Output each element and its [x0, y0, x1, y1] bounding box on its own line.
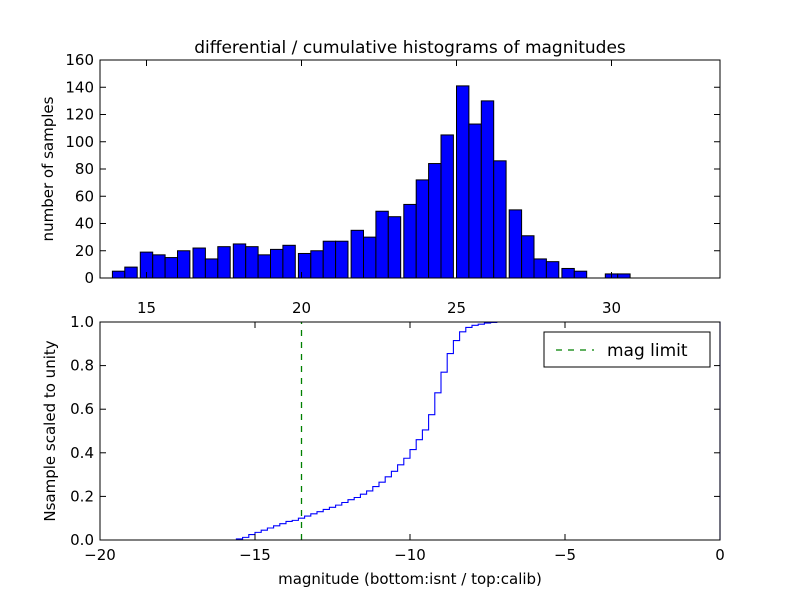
- histogram-bar: [192, 247, 206, 279]
- histogram-bar: [164, 257, 179, 279]
- histogram-bar: [177, 250, 191, 279]
- histogram-bar: [152, 254, 166, 279]
- top-y-tick-label: 40: [75, 215, 94, 233]
- top-y-tick-label: 80: [75, 160, 94, 178]
- histogram-bar: [310, 250, 324, 279]
- top-x-ticks: 15 20 25 30: [137, 60, 621, 317]
- histogram-bar: [533, 258, 547, 279]
- histogram-bar: [468, 123, 482, 279]
- histogram-bar: [415, 179, 430, 279]
- bottom-x-axis-label: magnitude (bottom:isnt / top:calib): [278, 570, 542, 588]
- legend: mag limit: [543, 331, 711, 368]
- top-x-tick-label: 25: [447, 299, 466, 317]
- histogram-bar: [561, 267, 575, 279]
- bottom-x-tick-label: −5: [554, 546, 576, 564]
- top-y-ticks: 0 20 40 60 80 100 120 140 160: [65, 51, 720, 287]
- bottom-y-tick-label: 0.0: [70, 531, 94, 549]
- bottom-x-tick-label: −20: [84, 546, 116, 564]
- top-y-tick-label: 20: [75, 242, 94, 260]
- top-y-tick-label: 0: [84, 269, 94, 287]
- bottom-x-tick-label: −15: [239, 546, 271, 564]
- histogram-bar: [297, 252, 312, 279]
- histogram-bar: [573, 270, 588, 279]
- histogram-bar: [493, 160, 507, 279]
- legend-label-mag-limit: mag limit: [607, 341, 688, 361]
- histogram-bar: [111, 270, 126, 279]
- bottom-y-axis-label: Nsample scaled to unity: [41, 340, 59, 521]
- top-y-tick-label: 120: [65, 106, 94, 124]
- histogram-bar: [322, 240, 337, 279]
- bottom-y-tick-label: 0.8: [70, 357, 94, 375]
- top-y-tick-label: 160: [65, 51, 94, 69]
- histogram-bar: [350, 229, 365, 279]
- histogram-bar: [387, 216, 402, 279]
- histogram-bar: [124, 266, 138, 279]
- bottom-y-tick-label: 0.4: [70, 444, 94, 462]
- histogram-bar: [282, 244, 296, 279]
- histogram-bar: [480, 100, 495, 279]
- histogram-bar: [232, 243, 247, 279]
- histogram-bar: [257, 254, 272, 279]
- top-y-tick-label: 140: [65, 78, 94, 96]
- histogram-bar: [403, 203, 417, 279]
- histogram-bar: [245, 246, 259, 279]
- histogram-bar: [204, 258, 219, 279]
- top-y-tick-label: 100: [65, 133, 94, 151]
- bottom-y-tick-label: 0.6: [70, 400, 94, 418]
- bottom-y-tick-label: 1.0: [70, 313, 94, 331]
- histogram-bar: [428, 163, 442, 279]
- histogram-bar: [375, 210, 389, 279]
- cumulative-lines: [100, 321, 721, 541]
- chart-title: differential / cumulative histograms of …: [194, 38, 626, 58]
- top-y-axis-label: number of samples: [39, 96, 57, 241]
- histogram-bar: [545, 261, 560, 279]
- histogram-bar: [521, 235, 535, 279]
- bottom-x-tick-label: 0: [715, 546, 725, 564]
- histogram-bar: [456, 85, 470, 279]
- histogram-bar: [440, 134, 454, 279]
- histogram-bar: [270, 248, 284, 279]
- top-x-tick-label: 20: [292, 299, 311, 317]
- bottom-cumulative-axes: −20 −15 −10 −5 0 0.0 0.2 0.4 0.6 0.8 1.0 magnitud…: [41, 313, 725, 588]
- top-histogram-axes: differential / cumulative histograms of …: [39, 38, 721, 317]
- bottom-x-ticks: −20 −15 −10 −5 0: [84, 322, 725, 564]
- histogram-bar: [617, 273, 631, 279]
- histogram-bar: [335, 240, 349, 279]
- top-x-tick-label: 15: [137, 299, 156, 317]
- bottom-y-tick-label: 0.2: [70, 487, 94, 505]
- histogram-bar: [217, 246, 231, 279]
- bottom-y-ticks: 0.0 0.2 0.4 0.6 0.8 1.0: [70, 313, 720, 549]
- histogram-bar: [508, 209, 523, 279]
- bottom-x-tick-label: −10: [394, 546, 426, 564]
- histogram-bar: [363, 236, 377, 279]
- top-y-tick-label: 60: [75, 187, 94, 205]
- cumulative-step-line: [100, 321, 721, 541]
- top-x-tick-label: 30: [602, 299, 621, 317]
